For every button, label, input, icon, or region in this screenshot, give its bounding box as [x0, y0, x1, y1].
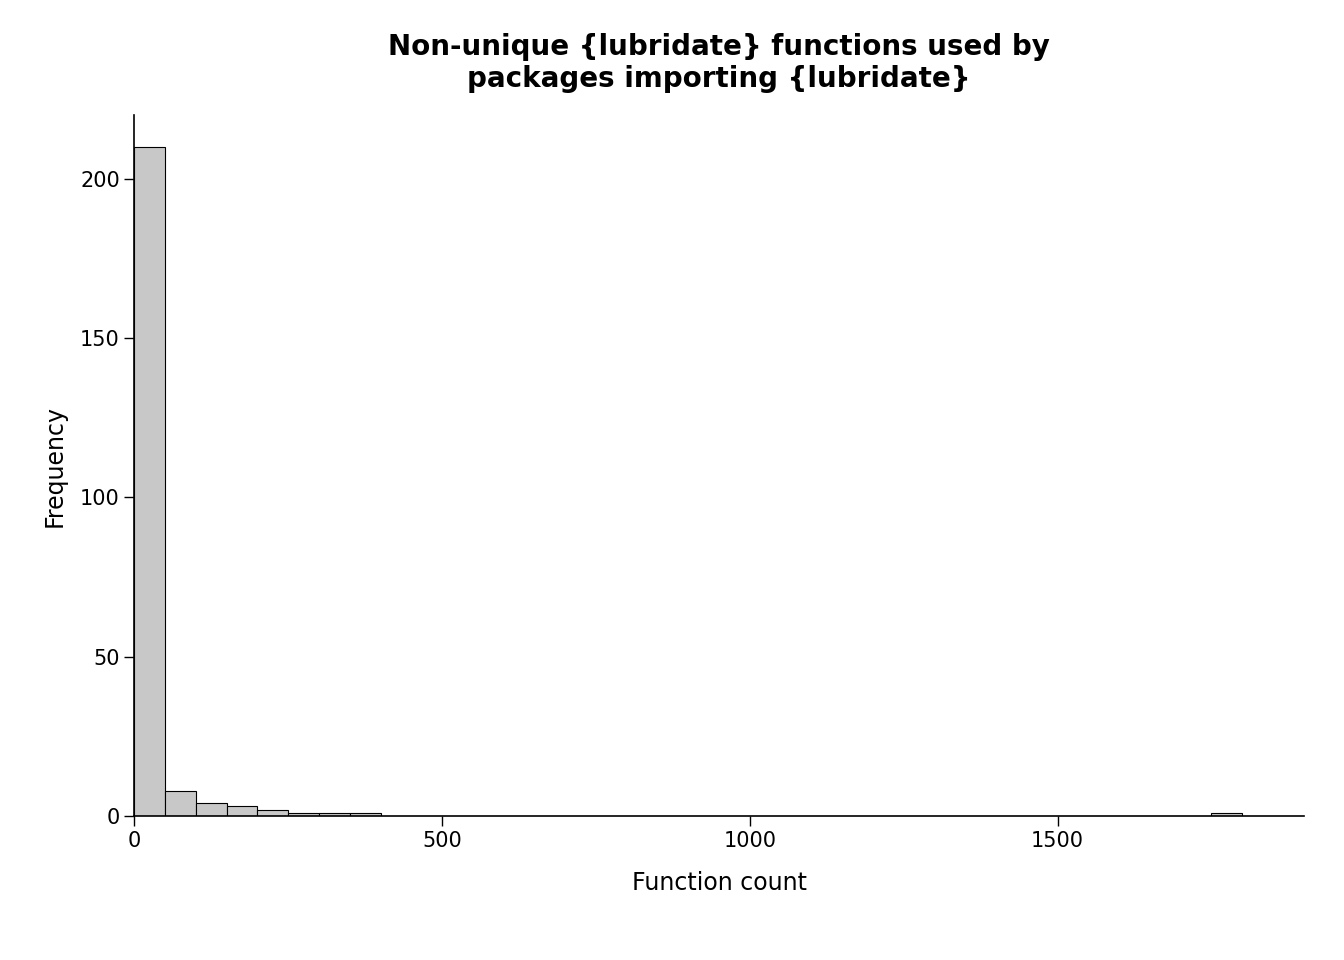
- Bar: [258, 809, 288, 816]
- Bar: [319, 813, 349, 816]
- Bar: [227, 806, 258, 816]
- Bar: [1211, 813, 1242, 816]
- Bar: [349, 813, 380, 816]
- Bar: [165, 790, 196, 816]
- Bar: [134, 147, 165, 816]
- Bar: [196, 804, 227, 816]
- X-axis label: Function count: Function count: [632, 872, 806, 896]
- Bar: [288, 813, 319, 816]
- Title: Non-unique {lubridate} functions used by
packages importing {lubridate}: Non-unique {lubridate} functions used by…: [388, 33, 1050, 93]
- Y-axis label: Frequency: Frequency: [42, 404, 66, 527]
